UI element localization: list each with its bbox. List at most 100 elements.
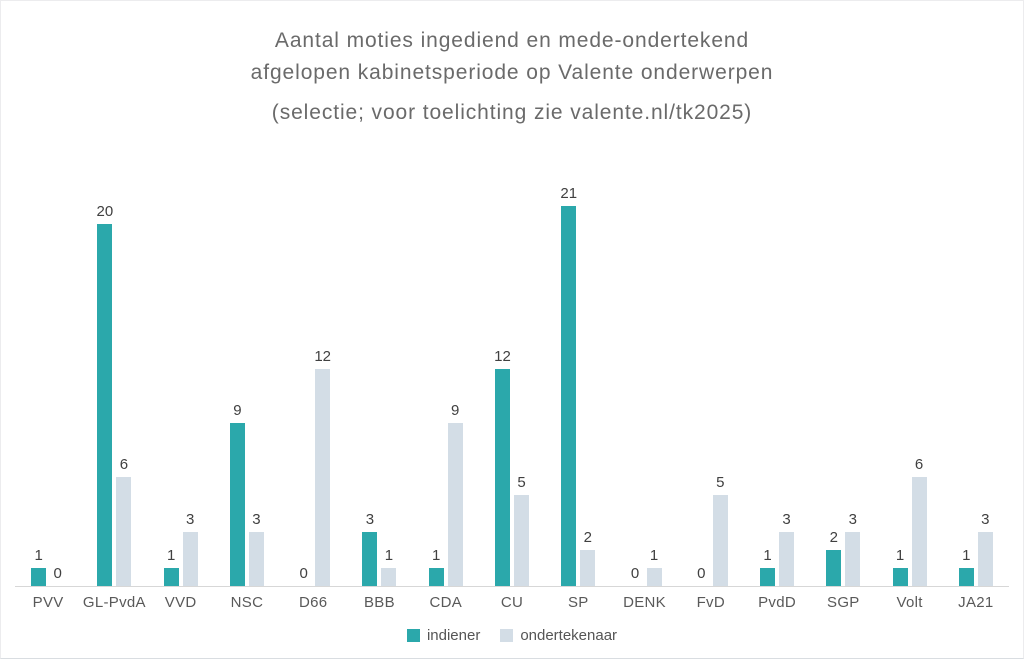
bar-slot-indiener-DENK: 0: [628, 565, 643, 586]
bar-value-label: 20: [96, 203, 114, 220]
category-label-SGP: SGP: [827, 594, 860, 611]
bar-slot-ondertekenaar-Volt: 6: [911, 456, 927, 586]
legend-item-ondertekenaar: ondertekenaar: [500, 627, 617, 644]
bar-slot-ondertekenaar-PvdD: 3: [779, 511, 795, 586]
bar-slot-indiener-PvdD: 1: [760, 547, 776, 586]
bar-group-CU: 12 5: [479, 348, 545, 586]
bar-value-label: 1: [763, 547, 772, 564]
bar-ondertekenaar-SGP: [845, 532, 861, 586]
bar-slot-ondertekenaar-CDA: 9: [447, 402, 463, 586]
category-label-JA21: JA21: [958, 594, 994, 611]
bar-slot-indiener-FvD: 0: [694, 565, 709, 586]
bar-value-label: 5: [716, 474, 725, 491]
bar-slot-ondertekenaar-PVV: 0: [50, 565, 65, 586]
bar-indiener-PVV: [31, 568, 47, 586]
bar-slot-indiener-CU: 12: [494, 348, 511, 586]
bar-indiener-CDA: [428, 568, 444, 586]
bar-value-label: 2: [583, 529, 592, 546]
category-label-DENK: DENK: [623, 594, 666, 611]
bar-ondertekenaar-BBB: [381, 568, 397, 586]
bar-indiener-Volt: [892, 568, 908, 586]
bar-slot-indiener-JA21: 1: [958, 547, 974, 586]
bar-ondertekenaar-JA21: [977, 532, 993, 586]
bar-slot-indiener-VVD: 1: [163, 547, 179, 586]
chart-legend: indiener ondertekenaar: [15, 627, 1009, 644]
bar-slot-ondertekenaar-FvD: 5: [712, 474, 728, 586]
bar-value-label: 6: [914, 456, 924, 473]
bar-value-label: 3: [185, 511, 195, 528]
legend-item-indiener: indiener: [406, 627, 480, 644]
bar-value-label: 12: [314, 348, 332, 365]
bar-group-D66: 0 12: [280, 348, 346, 586]
bar-slot-indiener-NSC: 9: [229, 402, 245, 586]
bar-indiener-GL-PvdA: [97, 224, 113, 586]
bar-value-label: 12: [494, 348, 511, 365]
bar-value-label: 0: [697, 565, 706, 582]
bar-group-SP: 21 2: [545, 185, 611, 586]
bar-value-label: 1: [34, 547, 43, 564]
bar-ondertekenaar-DENK: [646, 568, 662, 586]
bar-slot-indiener-BBB: 3: [362, 511, 378, 586]
bar-indiener-VVD: [163, 568, 179, 586]
bar-value-label: 1: [649, 547, 659, 564]
category-row: PVV GL-PvdA VVD NSC D66 BBB CDA CU SP DENK FvD PvdD…: [15, 587, 1009, 611]
bar-indiener-SP: [561, 206, 577, 586]
legend-label-ondertekenaar: ondertekenaar: [520, 627, 618, 644]
bar-ondertekenaar-CU: [513, 495, 529, 586]
bar-value-label: 5: [517, 474, 526, 491]
bar-slot-ondertekenaar-VVD: 3: [182, 511, 198, 586]
bar-chart: 1 0 20 6 1 3 9 3 0 12 3 1 1 9 12 5 21 2 0 1 0 5 1 3 2 3 1 6 1 3 PVV GL…: [15, 129, 1009, 644]
bar-value-label: 21: [560, 185, 578, 202]
bar-value-label: 6: [119, 456, 129, 473]
chart-header: Aantal moties ingediend en mede-ondertek…: [1, 1, 1023, 129]
category-label-NSC: NSC: [230, 594, 264, 611]
bar-value-label: 1: [962, 547, 971, 564]
bar-indiener-JA21: [958, 568, 974, 586]
bar-value-label: 0: [630, 565, 640, 582]
category-label-FvD: FvD: [696, 594, 725, 611]
bar-value-label: 0: [299, 565, 308, 582]
bar-value-label: 2: [829, 529, 838, 546]
bar-slot-indiener-SP: 21: [560, 185, 578, 586]
category-label-SP: SP: [567, 594, 589, 611]
category-label-Volt: Volt: [896, 594, 923, 611]
bar-ondertekenaar-Volt: [911, 477, 927, 586]
bar-slot-ondertekenaar-JA21: 3: [977, 511, 993, 586]
bar-indiener-SGP: [826, 550, 842, 586]
bar-value-label: 9: [233, 402, 242, 419]
bar-slot-ondertekenaar-SP: 2: [580, 529, 596, 586]
bar-ondertekenaar-NSC: [248, 532, 264, 586]
bar-ondertekenaar-VVD: [182, 532, 198, 586]
bar-ondertekenaar-PvdD: [779, 532, 795, 586]
category-label-PVV: PVV: [32, 594, 64, 611]
bar-slot-indiener-D66: 0: [296, 565, 311, 586]
bar-ondertekenaar-SP: [580, 550, 596, 586]
bar-value-label: 1: [895, 547, 905, 564]
bar-ondertekenaar-GL-PvdA: [116, 477, 132, 586]
bar-value-label: 0: [53, 565, 62, 582]
bar-slot-ondertekenaar-DENK: 1: [646, 547, 662, 586]
category-label-CU: CU: [500, 594, 524, 611]
bar-slot-ondertekenaar-NSC: 3: [248, 511, 264, 586]
bar-indiener-CU: [494, 369, 510, 586]
chart-title-line1: Aantal moties ingediend en mede-ondertek…: [274, 29, 750, 52]
bar-slot-ondertekenaar-SGP: 3: [845, 511, 861, 586]
legend-swatch-ondertekenaar: [500, 629, 514, 642]
bar-slot-indiener-SGP: 2: [826, 529, 842, 586]
chart-subtitle: (selectie; voor toelichting zie valente.…: [271, 101, 753, 124]
bar-value-label: 1: [432, 547, 441, 564]
bar-slot-indiener-PVV: 1: [31, 547, 47, 586]
bar-value-label: 9: [451, 402, 460, 419]
bar-ondertekenaar-FvD: [712, 495, 728, 586]
category-label-GL-PvdA: GL-PvdA: [82, 594, 146, 611]
